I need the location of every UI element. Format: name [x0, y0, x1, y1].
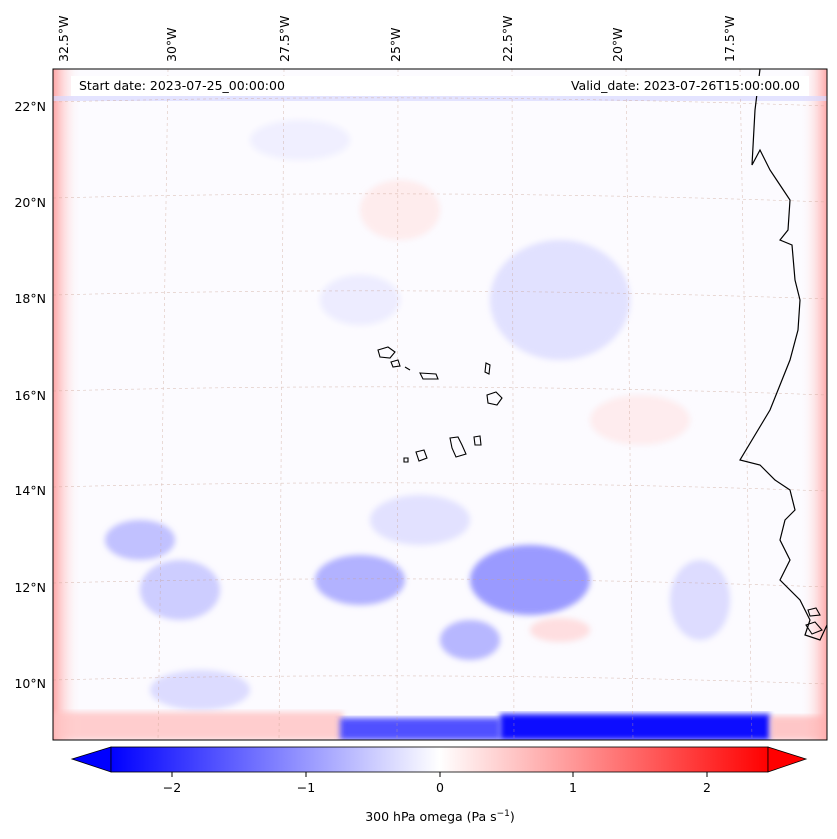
lon-tick-label: 30°W	[164, 27, 179, 62]
lat-tick-label: 20°N	[14, 195, 46, 210]
omega-field	[105, 120, 730, 710]
lon-tick-label: 32.5°W	[56, 16, 71, 62]
colorbar-bar	[110, 746, 769, 773]
start-date-label: Start date: 2023-07-25_00:00:00	[79, 78, 285, 93]
lon-tick-label: 25°W	[388, 27, 403, 62]
valid-date-label: Valid_date: 2023-07-26T15:00:00.00	[571, 78, 800, 93]
colorbar-tick-label: −1	[297, 780, 315, 795]
colorbar: −2 −1 0 1 2 300 hPa omega (Pa s−1)	[70, 746, 808, 824]
lat-tick-label: 14°N	[14, 483, 46, 498]
lat-tick-label: 18°N	[14, 291, 46, 306]
map-frame	[52, 68, 828, 741]
graticule	[53, 69, 827, 740]
lon-tick-label: 17.5°W	[722, 16, 737, 62]
lat-ticks: 22°N 20°N 18°N 16°N 14°N 12°N 10°N	[14, 99, 46, 691]
lat-tick-label: 16°N	[14, 388, 46, 403]
lon-tick-label: 22.5°W	[500, 16, 515, 62]
colorbar-tick-label: 0	[436, 780, 444, 795]
colorbar-tick-label: 2	[703, 780, 711, 795]
header-strip	[71, 76, 809, 96]
colorbar-tick-label: 1	[569, 780, 577, 795]
coastline-africa	[739, 69, 827, 641]
colorbar-ticks: −2 −1 0 1 2	[163, 772, 711, 795]
lat-tick-label: 22°N	[14, 99, 46, 114]
map-background	[53, 69, 827, 740]
colorbar-label: 300 hPa omega (Pa s−1)	[365, 809, 515, 824]
lon-tick-label: 20°W	[610, 27, 625, 62]
lat-tick-label: 12°N	[14, 580, 46, 595]
lat-tick-label: 10°N	[14, 676, 46, 691]
lon-ticks: 32.5°W 30°W 27.5°W 25°W 22.5°W 20°W 17.5…	[56, 16, 737, 62]
colorbar-tick-label: −2	[163, 780, 181, 795]
cape-verde-islands	[377, 346, 823, 635]
map-panel: Start date: 2023-07-25_00:00:00 Valid_da…	[53, 69, 827, 740]
lon-tick-label: 27.5°W	[277, 16, 292, 62]
colorbar-left-extend	[70, 746, 112, 773]
colorbar-right-extend	[767, 746, 808, 773]
